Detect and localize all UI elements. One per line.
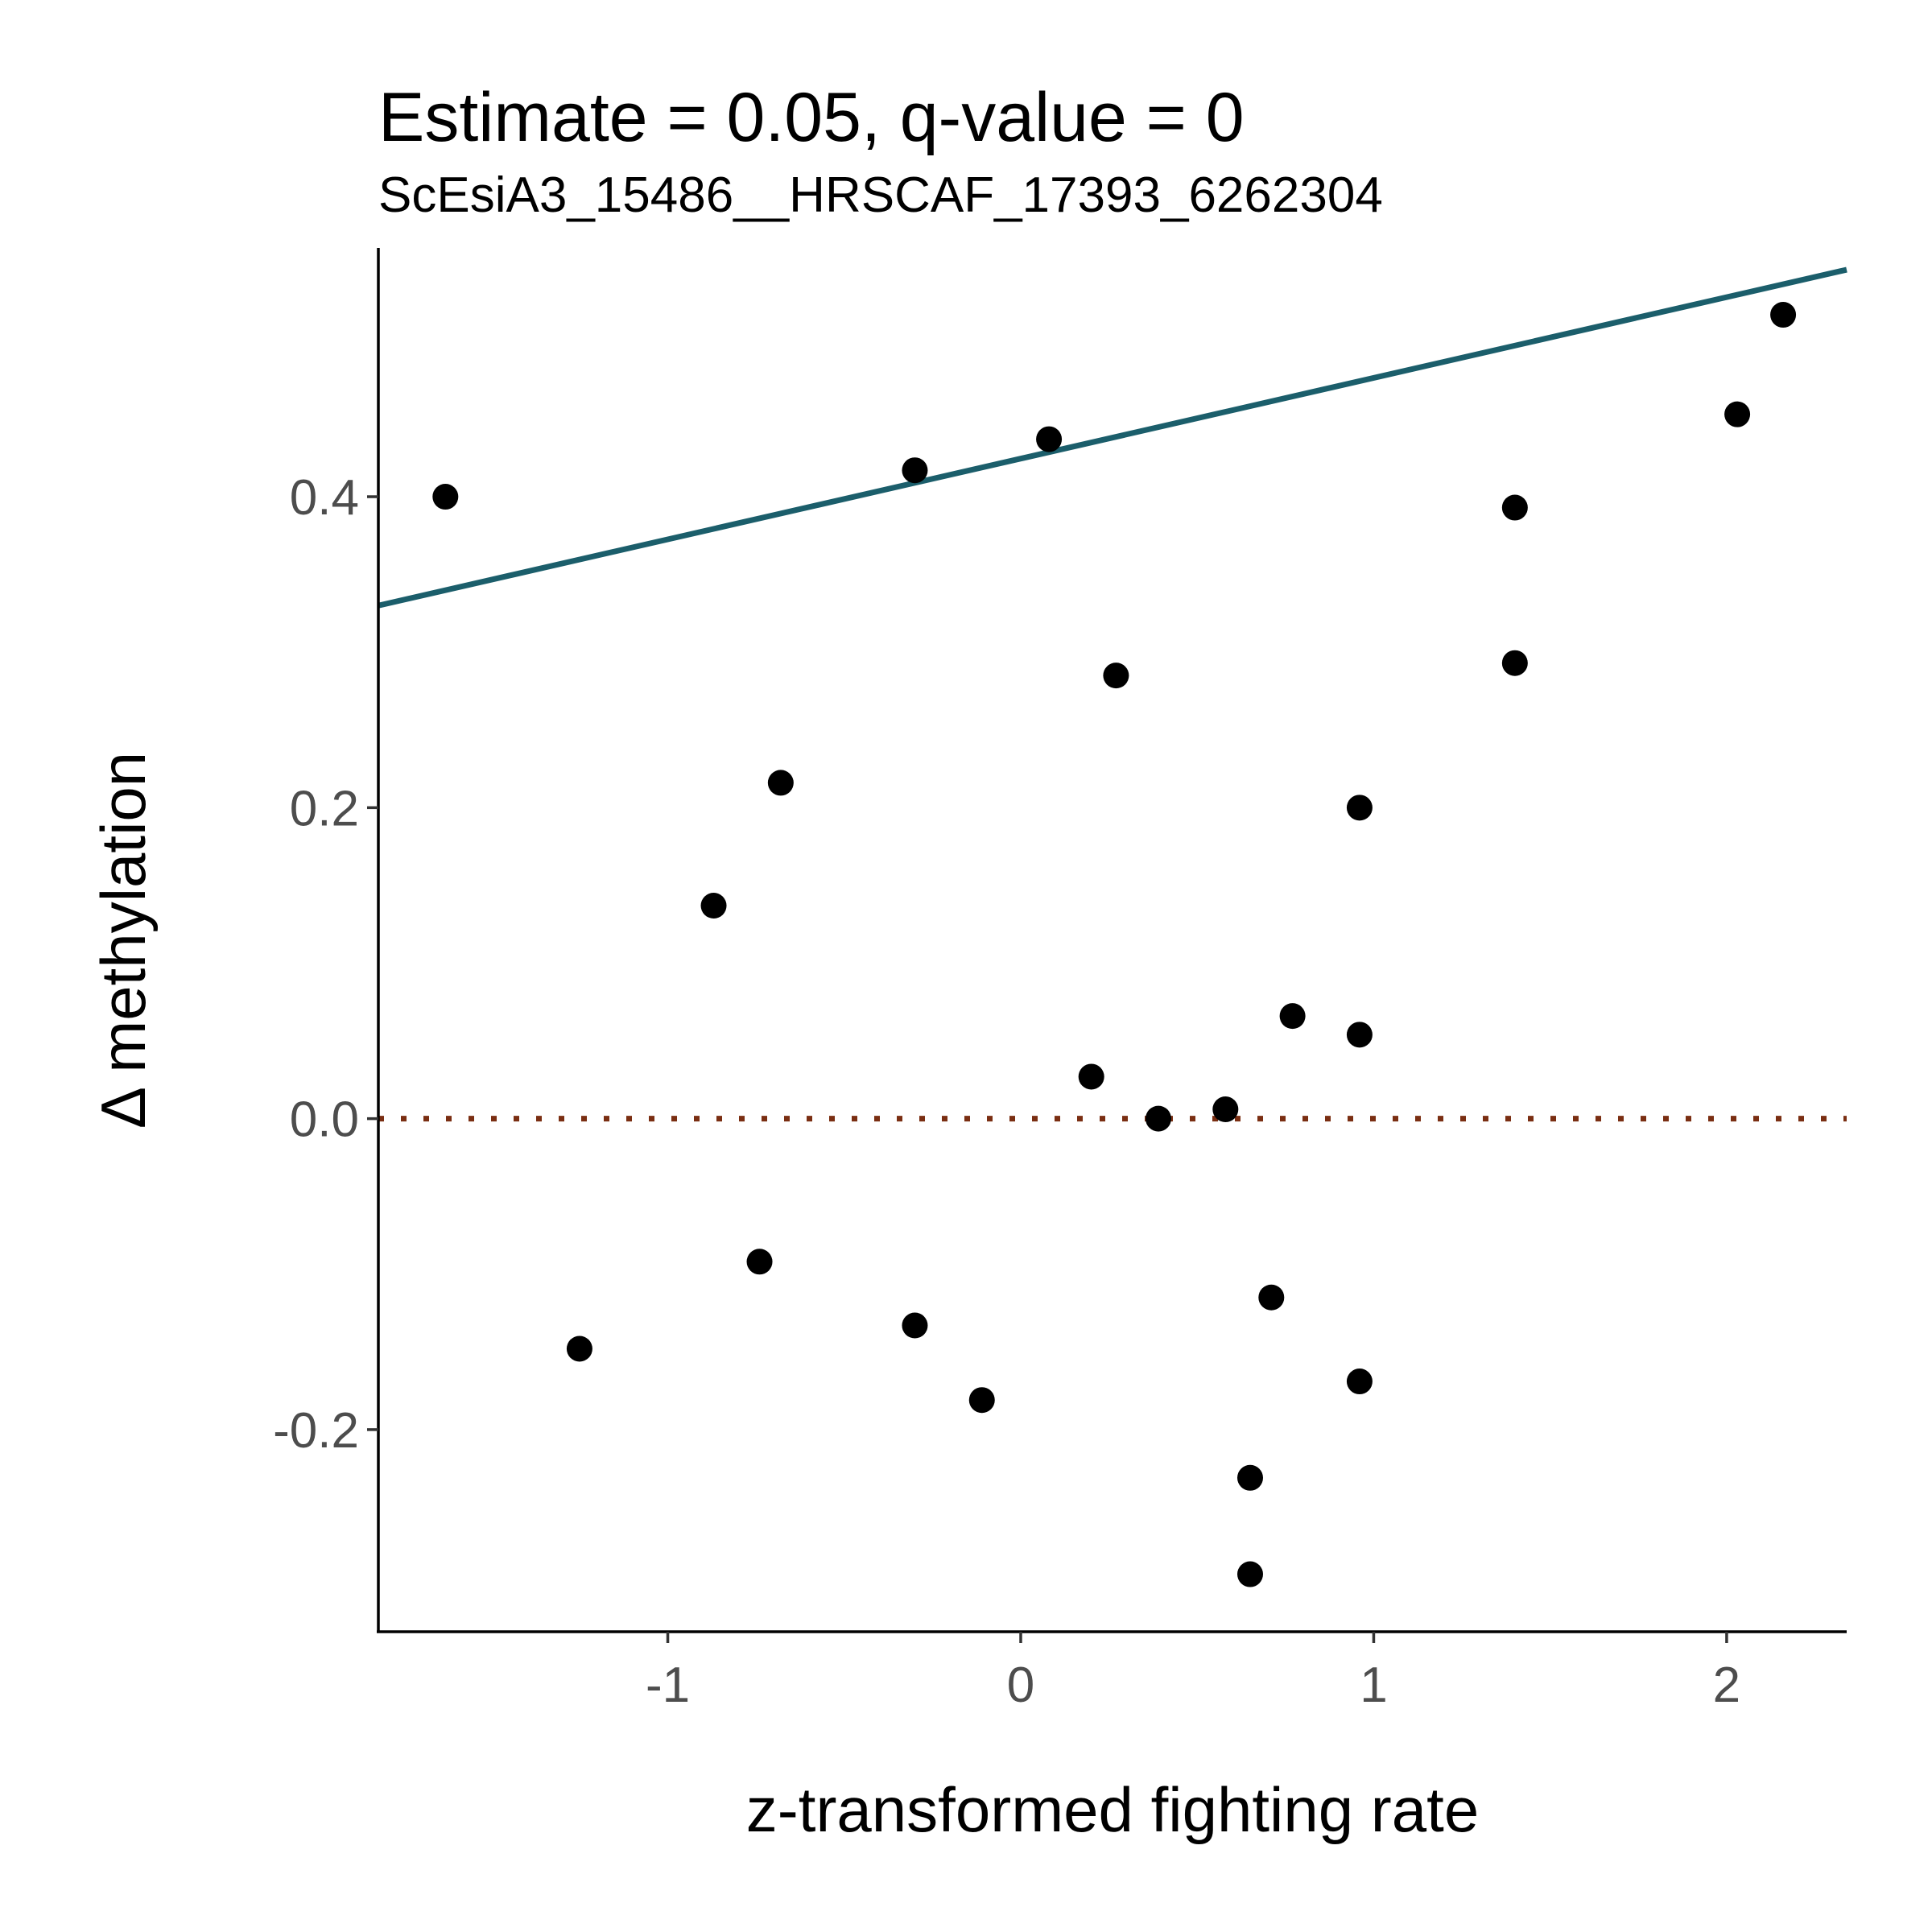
regression-line bbox=[378, 266, 1847, 609]
y-axis-label: Δ methylation bbox=[88, 752, 159, 1129]
data-point bbox=[1078, 1063, 1104, 1090]
data-point bbox=[1036, 426, 1063, 452]
data-point bbox=[767, 770, 794, 796]
y-tick-label: -0.2 bbox=[273, 1403, 359, 1459]
data-point bbox=[1279, 1003, 1306, 1030]
data-point bbox=[746, 1249, 773, 1275]
plot-area bbox=[378, 266, 1847, 1587]
data-point bbox=[1103, 663, 1129, 689]
data-point bbox=[1212, 1096, 1239, 1123]
x-tick-label: 0 bbox=[1007, 1657, 1034, 1713]
x-tick-label: 2 bbox=[1713, 1657, 1740, 1713]
y-tick-label: 0.0 bbox=[290, 1092, 359, 1148]
data-point bbox=[902, 457, 928, 484]
data-point bbox=[968, 1387, 995, 1414]
y-axis-ticks: -0.2 0.0 0.2 0.4 bbox=[273, 470, 378, 1459]
data-point bbox=[1346, 795, 1373, 821]
chart-subtitle: ScEsiA3_15486__HRSCAF_17393_6262304 bbox=[378, 167, 1383, 223]
data-point bbox=[902, 1312, 928, 1339]
chart-title: Estimate = 0.05, q-value = 0 bbox=[378, 79, 1245, 156]
data-point bbox=[1501, 650, 1528, 676]
x-axis-ticks: -1 0 1 2 bbox=[646, 1632, 1740, 1713]
data-point bbox=[432, 484, 459, 510]
x-tick-label: 1 bbox=[1360, 1657, 1387, 1713]
data-point bbox=[1501, 494, 1528, 521]
data-point bbox=[1724, 401, 1751, 427]
data-point bbox=[1237, 1561, 1263, 1587]
data-point bbox=[700, 893, 727, 919]
data-point bbox=[1770, 302, 1797, 328]
x-axis-label: z-transformed fighting rate bbox=[746, 1774, 1479, 1845]
y-tick-label: 0.2 bbox=[290, 781, 359, 836]
data-point bbox=[1237, 1464, 1263, 1491]
data-point bbox=[1346, 1022, 1373, 1048]
x-tick-label: -1 bbox=[646, 1657, 690, 1713]
data-point bbox=[566, 1335, 592, 1362]
data-point bbox=[1146, 1105, 1171, 1132]
data-point bbox=[1258, 1284, 1285, 1311]
y-tick-label: 0.4 bbox=[290, 470, 359, 526]
data-point bbox=[1346, 1368, 1373, 1395]
